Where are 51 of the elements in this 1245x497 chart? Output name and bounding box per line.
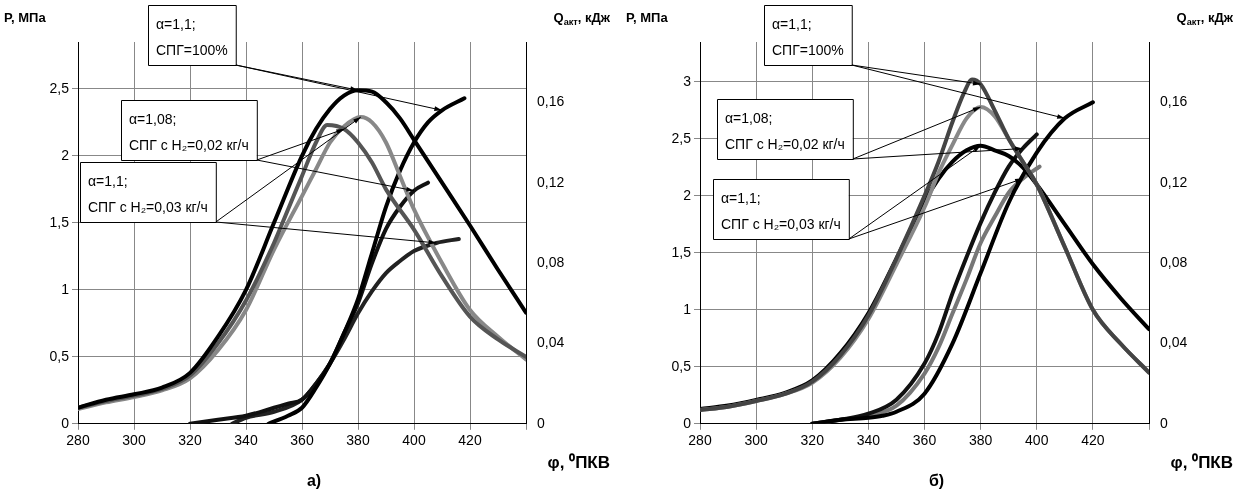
x-tick-label: 400 xyxy=(1025,432,1049,449)
y-axis-title: P, МПа xyxy=(626,10,669,25)
x-tick-label: 360 xyxy=(912,432,937,449)
y-tick-label: 1,5 xyxy=(49,213,70,230)
x-tick-label: 380 xyxy=(346,432,370,449)
y2-tick-label: 0,04 xyxy=(537,334,565,351)
y-tick-label: 0 xyxy=(61,414,70,431)
y2-tick-label: 0,16 xyxy=(537,93,565,110)
annotation: α=1,08; СПГ с H₂=0,02 кг/ч xyxy=(129,111,249,153)
annotation: α=1,08; СПГ с H₂=0,02 кг/ч xyxy=(725,110,845,152)
x-tick-label: 360 xyxy=(290,432,314,449)
x-tick-label: 320 xyxy=(178,432,202,449)
y-tick-label: 0 xyxy=(683,414,692,431)
y2-tick-label: 0 xyxy=(1160,414,1168,431)
x-tick-label: 280 xyxy=(66,432,90,449)
y-tick-label: 2,5 xyxy=(671,129,692,146)
x-tick-label: 340 xyxy=(856,432,881,449)
y2-tick-label: 0,16 xyxy=(1160,93,1188,110)
y-tick-label: 2 xyxy=(683,186,692,203)
y-tick-label: 1 xyxy=(61,280,70,297)
x-axis-title: φ, ⁰ПКВ xyxy=(547,452,611,472)
y2-tick-label: 0 xyxy=(537,414,545,431)
y2-tick-label: 0,08 xyxy=(537,253,565,270)
y2-tick-label: 0,04 xyxy=(1160,334,1188,351)
y-tick-label: 0,5 xyxy=(671,357,692,374)
x-axis-title: φ, ⁰ПКВ xyxy=(1170,452,1234,472)
y-tick-label: 0,5 xyxy=(49,347,70,364)
x-tick-label: 300 xyxy=(744,432,769,449)
text: а) xyxy=(306,471,322,489)
y2-tick-label: 0,12 xyxy=(1160,173,1188,190)
y-tick-label: 2,5 xyxy=(49,79,70,96)
annotation: α=1,1; СПГ=100% xyxy=(156,16,228,58)
x-tick-label: 380 xyxy=(968,432,993,449)
x-tick-label: 420 xyxy=(1081,432,1105,449)
y-tick-label: 1 xyxy=(683,300,692,317)
x-tick-label: 340 xyxy=(234,432,258,449)
y-tick-label: 3 xyxy=(683,72,692,89)
annotation: α=1,1; СПГ с H₂=0,03 кг/ч xyxy=(88,173,208,215)
x-tick-label: 400 xyxy=(402,432,426,449)
y2-tick-label: 0,08 xyxy=(1160,253,1188,270)
y-tick-label: 2 xyxy=(61,146,70,163)
annotation: α=1,1; СПГ=100% xyxy=(772,16,844,58)
x-tick-label: 320 xyxy=(800,432,825,449)
y2-tick-label: 0,12 xyxy=(537,173,565,190)
x-tick-label: 300 xyxy=(122,432,146,449)
x-tick-label: 280 xyxy=(688,432,712,449)
y-axis-title: P, МПа xyxy=(4,10,47,25)
annotation: α=1,1; СПГ с H₂=0,03 кг/ч xyxy=(721,190,841,232)
x-tick-label: 420 xyxy=(458,432,482,449)
text: б) xyxy=(928,471,945,489)
y-tick-label: 1,5 xyxy=(671,243,692,260)
